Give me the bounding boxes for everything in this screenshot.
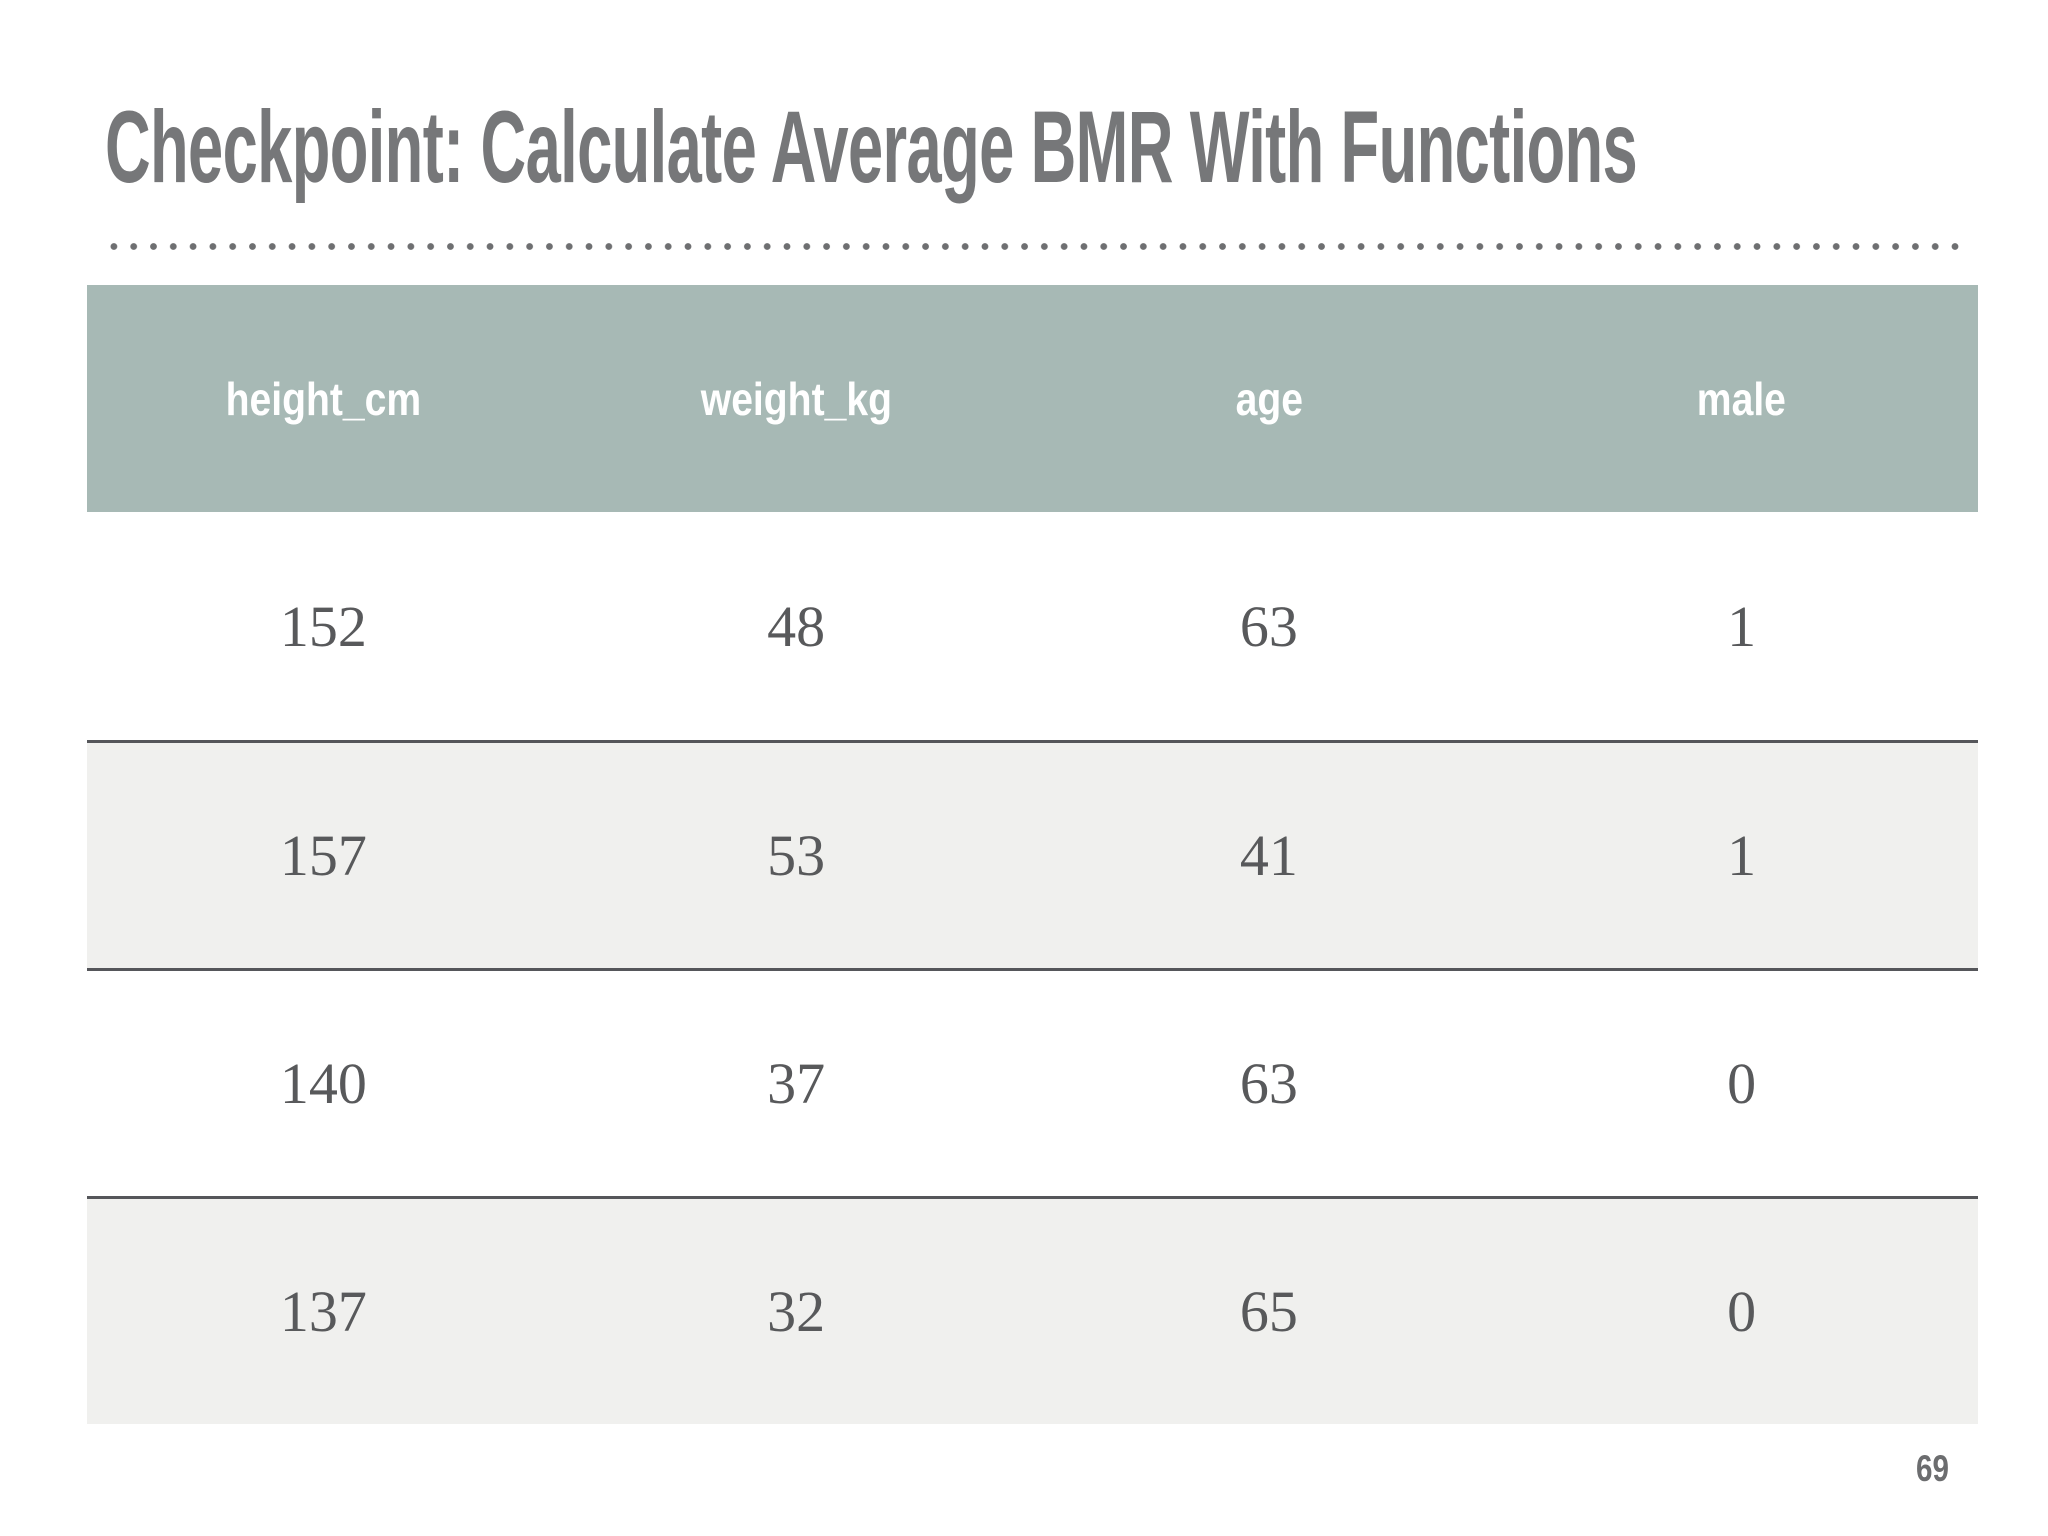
- page-number: 69: [1916, 1448, 1949, 1489]
- table-cell: 1: [1727, 593, 1757, 659]
- column-header-male: male: [1697, 372, 1787, 425]
- table-cell: 157: [279, 823, 367, 888]
- table-row: 137 32 65 0: [87, 1196, 1978, 1424]
- table-cell: 140: [279, 1051, 367, 1116]
- column-header-age: age: [1235, 372, 1303, 425]
- table-cell: 48: [767, 593, 826, 659]
- table-cell: 1: [1727, 823, 1757, 888]
- table-cell: 32: [767, 1279, 826, 1344]
- table-cell: 137: [279, 1279, 367, 1344]
- data-table: height_cm weight_kg age male 152 48 63 1…: [87, 285, 1978, 1424]
- table-cell: 0: [1727, 1279, 1757, 1344]
- table-row: 152 48 63 1: [87, 512, 1978, 740]
- table-cell: 65: [1239, 1279, 1298, 1344]
- table-row: 140 37 63 0: [87, 968, 1978, 1196]
- table-cell: 53: [767, 823, 826, 888]
- column-header-weight-kg: weight_kg: [700, 372, 892, 425]
- table-cell: 152: [279, 593, 367, 659]
- table-cell: 0: [1727, 1051, 1757, 1116]
- table-header-row: height_cm weight_kg age male: [87, 285, 1978, 512]
- table-cell: 41: [1239, 823, 1298, 888]
- column-header-height-cm: height_cm: [225, 372, 422, 425]
- table-row: 157 53 41 1: [87, 740, 1978, 968]
- dotted-divider: [104, 241, 1964, 252]
- table-cell: 63: [1239, 1051, 1298, 1116]
- slide-title: Checkpoint: Calculate Average BMR With F…: [105, 90, 1638, 204]
- table-cell: 63: [1239, 593, 1298, 659]
- table-cell: 37: [767, 1051, 826, 1116]
